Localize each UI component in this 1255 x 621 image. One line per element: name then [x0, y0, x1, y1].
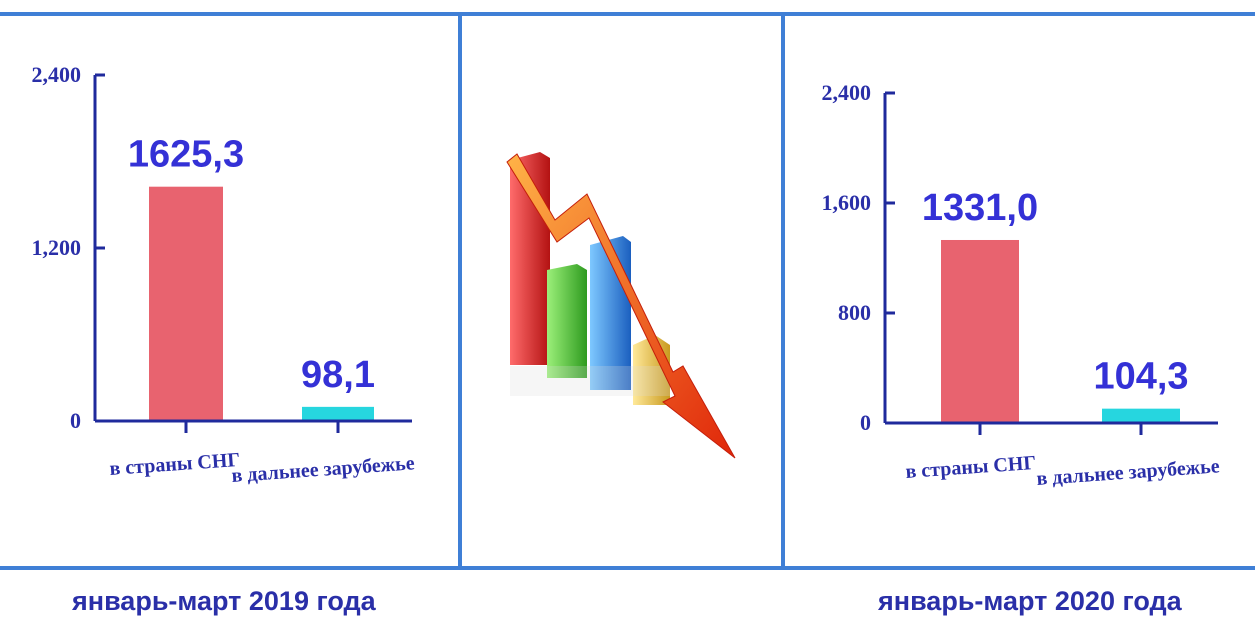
bar-value-label: 1625,3	[128, 134, 244, 176]
bar-value-label: 1331,0	[922, 187, 1038, 229]
category-label: в дальнее зарубежье	[1036, 455, 1221, 490]
y-tick-label: 0	[860, 410, 871, 435]
category-label: в страны СНГ	[905, 452, 1037, 483]
y-tick-label: 2,400	[32, 62, 82, 87]
y-tick-label: 1,600	[822, 190, 872, 215]
y-tick-label: 1,200	[32, 235, 82, 260]
y-tick-label: 0	[70, 408, 81, 433]
divider-right	[781, 12, 785, 570]
bar-cis	[149, 186, 223, 420]
top-frame-line	[0, 12, 1255, 16]
bar-value-label: 98,1	[301, 354, 375, 396]
y-tick-label: 2,400	[822, 80, 872, 105]
caption-2020: январь-март 2020 года	[878, 586, 1182, 616]
bar-far-abroad	[1102, 408, 1180, 422]
declining-bar-chart-with-arrow-icon	[506, 152, 736, 459]
bar-far-abroad	[302, 406, 374, 420]
bar-value-label: 104,3	[1093, 356, 1188, 398]
chart-2020: 0 800 1,600 2,400 1331,0 в страны СНГ 104,3 в д…	[822, 80, 1221, 490]
y-tick-label: 800	[838, 300, 871, 325]
bottom-frame-line	[0, 566, 1255, 570]
caption-2019: январь-март 2019 года	[72, 586, 376, 616]
bar-cis	[941, 239, 1019, 422]
divider-left	[458, 12, 462, 570]
